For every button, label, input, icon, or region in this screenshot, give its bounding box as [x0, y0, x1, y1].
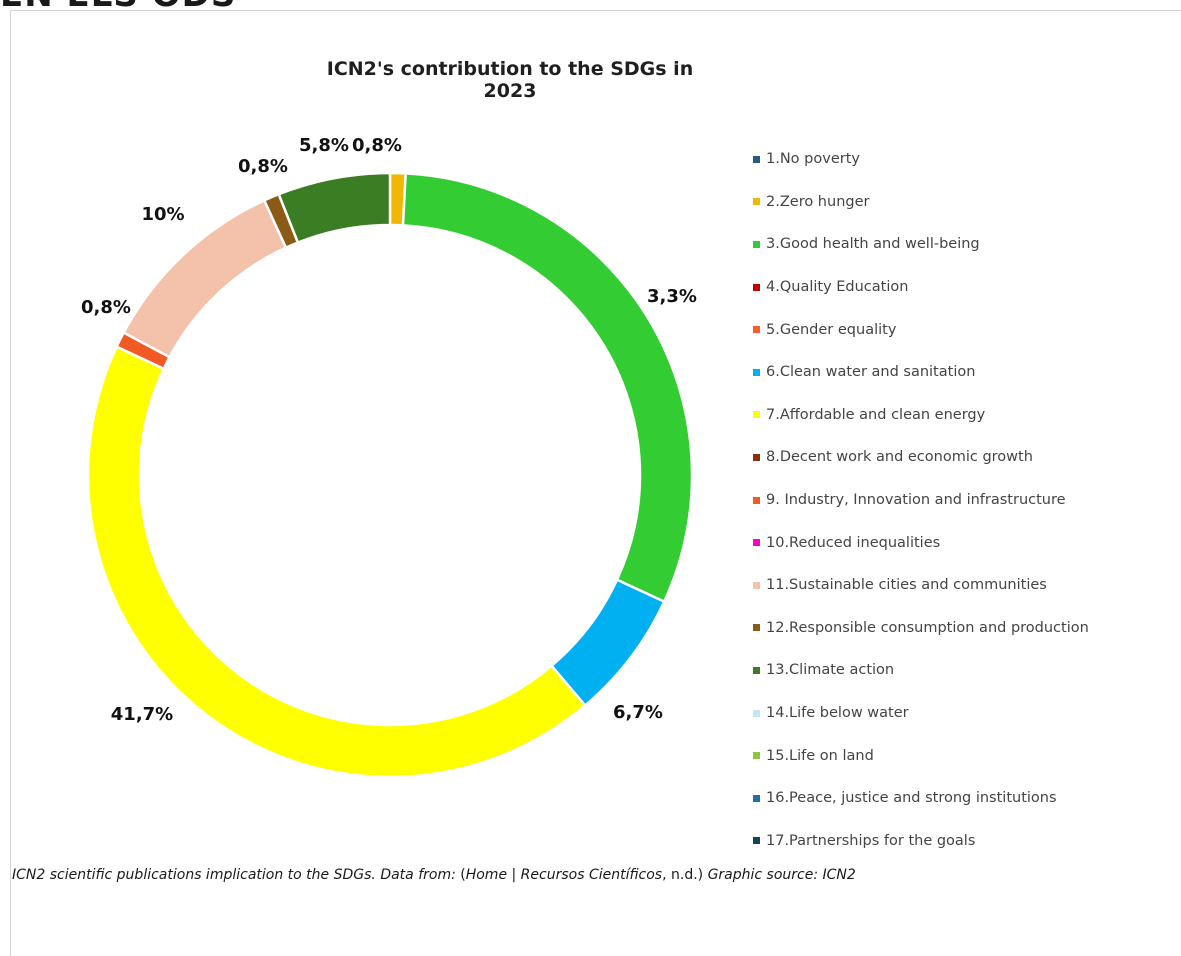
legend-swatch: [753, 794, 760, 802]
legend-swatch: [753, 326, 760, 334]
legend-item-8: 8.Decent work and economic growth: [753, 436, 1089, 479]
legend-label: 1.No poverty: [766, 151, 860, 168]
legend-item-14: 14.Life below water: [753, 692, 1089, 735]
legend-label: 10.Reduced inequalities: [766, 534, 941, 551]
slice-data-label-6: 10%: [141, 204, 184, 225]
legend-swatch: [753, 368, 760, 376]
caption-graphic-source: Graphic source: ICN2: [707, 867, 856, 883]
legend-label: 3.Good health and well-being: [766, 236, 980, 253]
slice-data-label-3: 6,7%: [613, 702, 663, 723]
legend-label: 14.Life below water: [766, 705, 909, 722]
legend-item-16: 16.Peace, justice and strong institution…: [753, 777, 1089, 820]
legend-item-4: 4.Quality Education: [753, 266, 1089, 309]
legend-item-10: 10.Reduced inequalities: [753, 521, 1089, 564]
legend-swatch: [753, 155, 760, 163]
slice-data-label-2: 3,3%: [647, 286, 697, 307]
slice-data-label-7: 0,8%: [238, 156, 288, 177]
legend-swatch: [753, 709, 760, 717]
legend-item-3: 3.Good health and well-being: [753, 223, 1089, 266]
legend-item-13: 13.Climate action: [753, 649, 1089, 692]
legend-item-1: 1.No poverty: [753, 138, 1089, 181]
slice-data-label-5: 0,8%: [81, 297, 131, 318]
legend-swatch: [753, 453, 760, 461]
chart-legend: 1.No poverty 2.Zero hunger 3.Good health a…: [753, 138, 1089, 862]
legend-item-11: 11.Sustainable cities and communities: [753, 564, 1089, 607]
legend-swatch: [753, 539, 760, 547]
legend-label: 7.Affordable and clean energy: [766, 406, 986, 423]
legend-item-17: 17.Partnerships for the goals: [753, 820, 1089, 863]
caption-date: , n.d.): [662, 867, 708, 883]
legend-swatch: [753, 411, 760, 419]
legend-item-9: 9. Industry, Innovation and infrastructu…: [753, 479, 1089, 522]
chart-title: ICN2's contribution to the SDGs in 2023: [326, 58, 694, 102]
legend-label: 17.Partnerships for the goals: [766, 832, 976, 849]
caption-paren: (: [460, 867, 466, 883]
legend-swatch: [753, 666, 760, 674]
legend-swatch: [753, 240, 760, 248]
legend-label: 12.Responsible consumption and productio…: [766, 619, 1089, 636]
legend-label: 16.Peace, justice and strong institution…: [766, 790, 1057, 807]
legend-label: 13.Climate action: [766, 662, 895, 679]
legend-swatch: [753, 198, 760, 206]
legend-label: 5.Gender equality: [766, 321, 897, 338]
legend-item-7: 7.Affordable and clean energy: [753, 394, 1089, 437]
donut-slice-8: [277, 171, 392, 245]
legend-label: 4.Quality Education: [766, 279, 909, 296]
caption-source-title: Home | Recursos Científicos: [465, 867, 663, 883]
legend-swatch: [753, 837, 760, 845]
donut-slice-2: [401, 172, 694, 604]
legend-label: 2.Zero hunger: [766, 193, 870, 210]
slice-data-label-8: 5,8%: [299, 135, 349, 156]
chart-frame: [10, 10, 1181, 956]
legend-swatch: [753, 752, 760, 760]
caption-text: ICN2 scientific publications implication…: [12, 867, 461, 883]
legend-label: 9. Industry, Innovation and infrastructu…: [766, 492, 1066, 509]
legend-item-12: 12.Responsible consumption and productio…: [753, 607, 1089, 650]
legend-swatch: [753, 496, 760, 504]
page-heading: EN ELS ODS: [0, 0, 236, 12]
legend-label: 15.Life on land: [766, 747, 874, 764]
slice-data-label-4: 41,7%: [111, 704, 173, 725]
legend-swatch: [753, 624, 760, 632]
donut-slice-4: [86, 344, 587, 779]
legend-swatch: [753, 581, 760, 589]
legend-item-5: 5.Gender equality: [753, 308, 1089, 351]
legend-item-6: 6.Clean water and sanitation: [753, 351, 1089, 394]
slice-data-label-1: 0,8%: [352, 135, 402, 156]
legend-label: 6.Clean water and sanitation: [766, 364, 976, 381]
figure-caption: ICN2 scientific publications implication…: [12, 867, 856, 883]
legend-item-15: 15.Life on land: [753, 734, 1089, 777]
legend-label: 11.Sustainable cities and communities: [766, 577, 1047, 594]
legend-swatch: [753, 283, 760, 291]
legend-item-2: 2.Zero hunger: [753, 181, 1089, 224]
legend-label: 8.Decent work and economic growth: [766, 449, 1033, 466]
